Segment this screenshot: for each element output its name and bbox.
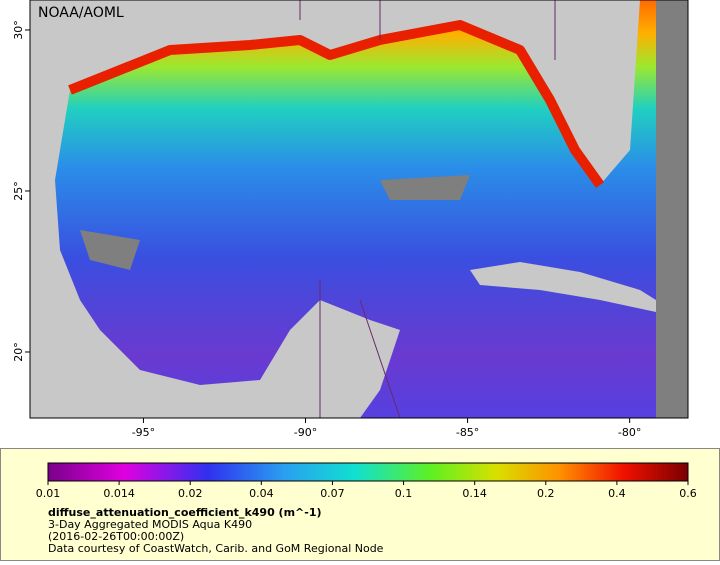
legend-line: 3-Day Aggregated MODIS Aqua K490 — [48, 518, 252, 531]
lat-tick-label: 30° — [12, 20, 25, 39]
coastal-band — [68, 20, 605, 188]
map-frame — [29, 0, 689, 419]
lon-tick-label: -95° — [132, 426, 155, 439]
colorbar-label: 0.2 — [537, 487, 555, 500]
colorbar — [47, 462, 689, 482]
lon-tick-label: -80° — [618, 426, 641, 439]
credit-box — [34, 3, 114, 21]
colorbar-label: 0.04 — [249, 487, 274, 500]
legend-title: diffuse_attenuation_coefficient_k490 (m^… — [48, 506, 322, 519]
lon-tick-label: -85° — [456, 426, 479, 439]
cloud — [80, 175, 470, 270]
no-data — [656, 0, 688, 418]
border — [299, 0, 556, 418]
colorbar-label: 0.02 — [178, 487, 203, 500]
cuba — [470, 262, 656, 312]
sea — [55, 0, 656, 418]
legend-line: (2016-02-26T00:00:00Z) — [48, 530, 184, 543]
legend-line: Data courtesy of CoastWatch, Carib. and … — [48, 542, 384, 555]
colorbar-label: 0.1 — [395, 487, 413, 500]
colorbar-label: 0.6 — [679, 487, 697, 500]
colorbar-label: 0.07 — [320, 487, 345, 500]
lat-tick-label: 20° — [12, 342, 25, 362]
colorbar-label: 0.4 — [608, 487, 626, 500]
colorbar-label: 0.14 — [462, 487, 487, 500]
map — [30, 0, 688, 418]
credit: NOAA/AOML — [38, 5, 124, 21]
lon-tick-label: -90° — [294, 426, 317, 439]
colorbar-label: 0.014 — [103, 487, 135, 500]
colorbar-label: 0.01 — [36, 487, 61, 500]
lat-tick-label: 25° — [12, 181, 25, 201]
